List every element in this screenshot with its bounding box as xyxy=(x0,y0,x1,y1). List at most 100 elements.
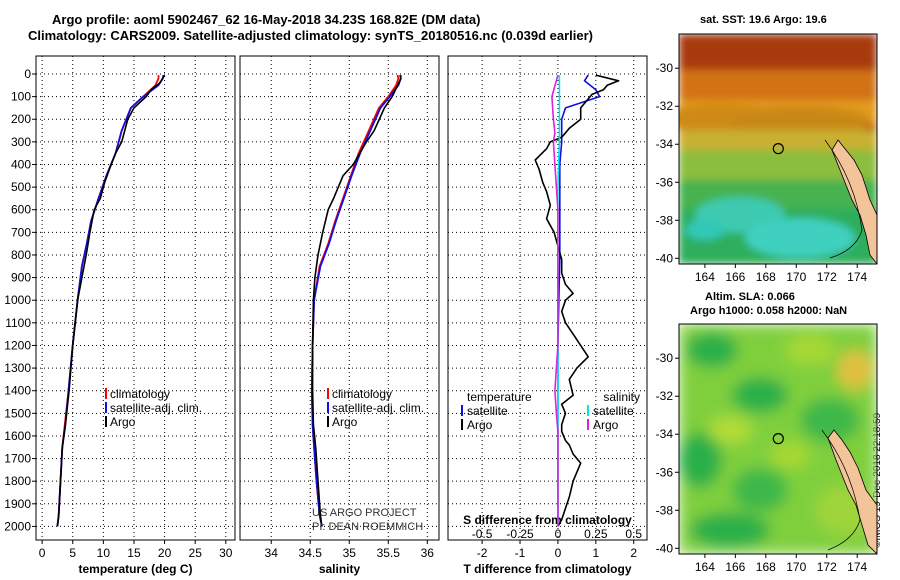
y-tick-label: 200 xyxy=(11,112,31,126)
y-tick-label: 700 xyxy=(11,225,31,239)
y-tick-label: 900 xyxy=(11,271,31,285)
x-tick-label: -2 xyxy=(477,546,488,560)
top-x-tick-label: -0.5 xyxy=(472,527,493,541)
x-axis-label: temperature (deg C) xyxy=(78,562,192,576)
x-tick-label: 36 xyxy=(421,546,435,560)
sst-map-title: sat. SST: 19.6 Argo: 19.6 xyxy=(700,14,827,26)
y-tick-label: 800 xyxy=(11,248,31,262)
x-tick-label: 10 xyxy=(97,546,111,560)
top-x-tick-label: 0 xyxy=(555,527,562,541)
top-x-tick-label: 0.25 xyxy=(584,527,608,541)
x-tick-label: -1 xyxy=(515,546,526,560)
y-tick-label: 300 xyxy=(11,135,31,149)
y-tick-label: 1100 xyxy=(5,316,31,330)
pi-annotation: US ARGO PROJECT xyxy=(312,507,417,519)
series-argo xyxy=(311,75,402,527)
series-argo xyxy=(56,74,166,527)
map-y-tick-label: -34 xyxy=(656,137,674,151)
y-tick-label: 2000 xyxy=(4,519,31,533)
map-x-tick-label: 166 xyxy=(725,270,745,284)
x-tick-label: 0 xyxy=(555,546,562,560)
top-x-tick-label: -0.25 xyxy=(506,527,534,541)
new-caledonia-land-sst xyxy=(831,139,877,264)
sla-map xyxy=(678,323,878,555)
legend-entry: satellite-adj. clim. xyxy=(110,401,202,415)
map-y-tick-label: -36 xyxy=(656,175,674,189)
legend-title-salinity: salinity xyxy=(603,390,640,404)
legend-entry: climatology xyxy=(332,387,392,401)
map-y-tick-label: -30 xyxy=(656,351,674,365)
title-line-2: Climatology: CARS2009. Satellite-adjuste… xyxy=(28,28,593,43)
pi-annotation: PI: DEAN ROEMMICH xyxy=(312,521,423,533)
x-axis-label: T difference from climatology xyxy=(463,562,631,576)
panel-frame xyxy=(239,55,440,541)
x-tick-label: 0 xyxy=(39,546,46,560)
series-s-argo xyxy=(551,74,559,527)
x-tick-label: 1 xyxy=(592,546,599,560)
x-tick-label: 25 xyxy=(189,546,203,560)
map-x-tick-label: 170 xyxy=(786,560,806,574)
depth-contour-sst xyxy=(824,139,863,259)
legend-entry: satellite xyxy=(467,404,508,418)
float-position-marker xyxy=(772,143,784,155)
x-tick-label: 35.5 xyxy=(377,546,401,560)
x-tick-label: 35 xyxy=(343,546,357,560)
map-y-tick-label: -38 xyxy=(656,503,674,517)
x-tick-label: 15 xyxy=(127,546,141,560)
y-tick-label: 0 xyxy=(24,67,31,81)
top-x-tick-label: 0.5 xyxy=(625,527,642,541)
y-tick-label: 1300 xyxy=(4,361,31,375)
x-tick-label: 2 xyxy=(630,546,637,560)
map-x-tick-label: 174 xyxy=(847,560,867,574)
map-y-tick-label: -30 xyxy=(656,61,674,75)
panel-frame xyxy=(447,55,648,541)
x-tick-label: 20 xyxy=(158,546,172,560)
y-tick-label: 1800 xyxy=(4,474,31,488)
map-y-tick-label: -36 xyxy=(656,465,674,479)
y-tick-label: 500 xyxy=(11,180,31,194)
legend-entry: Argo xyxy=(593,418,619,432)
x-tick-label: 34.5 xyxy=(299,546,323,560)
y-tick-label: 100 xyxy=(11,90,31,104)
panel-frame xyxy=(35,55,236,541)
y-tick-label: 400 xyxy=(11,157,31,171)
sla-map-title-2: Argo h1000: 0.058 h2000: NaN xyxy=(690,305,848,317)
x-tick-label: 30 xyxy=(219,546,233,560)
y-tick-label: 1200 xyxy=(4,338,31,352)
y-tick-label: 1900 xyxy=(4,497,31,511)
series-satellite-adj--clim- xyxy=(310,74,402,527)
sla-map-title-1: Altim. SLA: 0.066 xyxy=(705,291,795,303)
map-y-tick-label: -38 xyxy=(656,213,674,227)
y-tick-label: 1000 xyxy=(4,293,31,307)
map-x-tick-label: 168 xyxy=(756,560,776,574)
map-y-tick-label: -40 xyxy=(656,251,674,265)
title-line-1: Argo profile: aoml 5902467_62 16-May-201… xyxy=(52,12,481,27)
legend-title-temperature: temperature xyxy=(467,390,532,404)
map-x-tick-label: 164 xyxy=(695,560,715,574)
map-x-tick-label: 168 xyxy=(756,270,776,284)
legend-entry: Argo xyxy=(110,415,136,429)
y-tick-label: 1500 xyxy=(4,406,31,420)
map-x-tick-label: 170 xyxy=(786,270,806,284)
legend-entry: satellite xyxy=(593,404,634,418)
x-tick-label: 34 xyxy=(265,546,279,560)
legend-entry: Argo xyxy=(332,415,358,429)
y-tick-label: 1700 xyxy=(4,452,31,466)
map-x-tick-label: 174 xyxy=(847,270,867,284)
map-x-tick-label: 166 xyxy=(725,560,745,574)
map-y-tick-label: -40 xyxy=(656,541,674,555)
map-y-tick-label: -32 xyxy=(656,389,674,403)
sst-map xyxy=(678,33,878,265)
map-x-tick-label: 172 xyxy=(817,560,837,574)
map-x-tick-label: 172 xyxy=(817,270,837,284)
top-axis-label: S difference from climatology xyxy=(463,513,632,527)
legend-entry: climatology xyxy=(110,387,170,401)
series-t-argo xyxy=(534,74,620,527)
y-tick-label: 1600 xyxy=(4,429,31,443)
new-caledonia-land-sla xyxy=(827,429,877,554)
x-axis-label: salinity xyxy=(319,562,361,576)
map-y-tick-label: -34 xyxy=(656,427,674,441)
legend-entry: Argo xyxy=(467,418,493,432)
y-tick-label: 600 xyxy=(11,203,31,217)
